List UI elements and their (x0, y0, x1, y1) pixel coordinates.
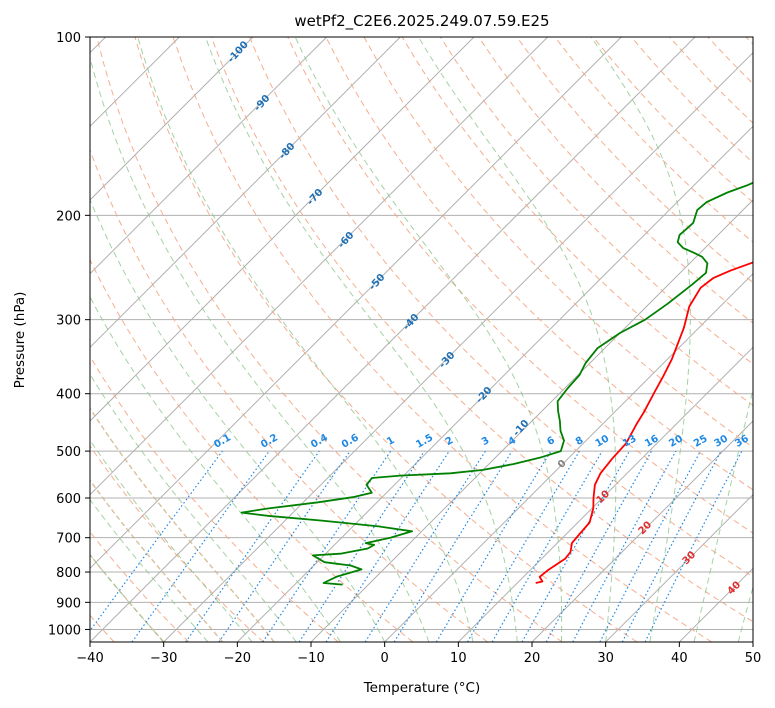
dry-adiabat (210, 37, 753, 623)
moist-adiabat (204, 37, 518, 642)
x-axis-ticks: −40 −30 −20 −10 0 10 20 30 40 50 (76, 642, 761, 666)
x-tick-label: 50 (745, 651, 762, 666)
plot-frame (89, 36, 754, 643)
dry-adiabat (90, 355, 339, 642)
mixing-ratio-line (218, 450, 351, 642)
y-axis-ticks: 100 200 300 400 500 600 700 800 900 1000 (48, 31, 90, 638)
moist-adiabat (90, 554, 165, 642)
x-tick-label: 40 (671, 651, 688, 666)
y-tick-label: 200 (56, 209, 81, 224)
moist-adiabat (90, 498, 209, 642)
mixing-ratio-line (572, 450, 677, 642)
mixing-ratio-label: 3 (480, 435, 492, 448)
isotherm-line (90, 37, 254, 201)
isotherm-line (90, 37, 622, 570)
theta-e-lines (90, 407, 275, 642)
isotherm-line (90, 37, 549, 496)
isotherm-line (236, 125, 753, 642)
mixing-ratio-line (644, 450, 743, 642)
sounding-profiles (240, 181, 753, 586)
dry-adiabat (325, 37, 753, 491)
dry-adiabat (516, 37, 753, 284)
moist-adiabat (294, 37, 563, 642)
mixing-ratio-line (545, 450, 653, 642)
plot-area: -100-90-80-70-60-50-40-30-20-100.1 0.2 0.4… (90, 37, 753, 642)
mixing-ratio-label: 8 (574, 435, 586, 448)
pressure-gridlines (90, 37, 753, 630)
chart-title: wetPf2_C2E6.2025.249.07.59.E25 (294, 12, 549, 31)
dewpoint-profile (240, 181, 753, 586)
dry-adiabat (134, 37, 638, 642)
x-tick-label: −10 (297, 651, 324, 666)
x-tick-label: 20 (524, 651, 541, 666)
y-axis-label: Pressure (hPa) (12, 292, 28, 389)
dry-adiabat (287, 37, 753, 534)
y-tick-label: 900 (56, 596, 81, 611)
y-tick-label: 1000 (48, 623, 81, 638)
isotherm-line (90, 37, 696, 642)
x-tick-label: −40 (76, 651, 103, 666)
x-tick-label: 30 (597, 651, 614, 666)
mixing-ratio-line (131, 450, 270, 642)
y-tick-label: 500 (56, 445, 81, 460)
moist-adiabat (693, 386, 753, 642)
x-tick-label: −20 (224, 651, 251, 666)
mixing-ratio-line (325, 450, 450, 642)
moist-adiabat (90, 198, 386, 642)
isotherm-line (605, 493, 753, 642)
isotherm-line (90, 37, 475, 422)
mixing-ratio-line (393, 450, 513, 642)
y-tick-label: 700 (56, 532, 81, 547)
dry-adiabat (249, 37, 753, 578)
mixing-ratio-label: 4 (507, 435, 519, 448)
y-tick-label: 600 (56, 492, 81, 507)
dry-adiabat (172, 37, 712, 642)
y-tick-label: 800 (56, 566, 81, 581)
moist-adiabat (417, 37, 617, 642)
moist-adiabat (90, 373, 297, 642)
isotherm-line (163, 51, 753, 642)
x-tick-label: 10 (450, 651, 467, 666)
y-tick-label: 300 (56, 314, 81, 329)
dry-adiabats (90, 37, 753, 642)
temperature-profile (535, 261, 753, 584)
moist-adiabat (90, 295, 341, 642)
mixing-ratio-label: 2 (444, 435, 456, 448)
mixing-ratio-line (185, 450, 320, 642)
x-axis-label: Temperature (°C) (363, 680, 481, 696)
mixing-ratio-line (521, 450, 631, 642)
isotherm-line (90, 37, 328, 275)
isotherm-line (457, 346, 753, 642)
dry-adiabat (90, 258, 414, 642)
moist-adiabat (90, 55, 430, 642)
x-tick-label: −30 (150, 651, 177, 666)
isotherm-line (310, 199, 753, 642)
y-tick-label: 100 (56, 31, 81, 46)
mixing-ratio-label: 6 (545, 435, 557, 448)
dry-adiabat (96, 37, 563, 642)
theta-e-line (90, 479, 224, 642)
dry-adiabat (90, 445, 264, 642)
y-tick-label: 400 (56, 388, 81, 403)
moist-adiabat (90, 439, 253, 642)
moist-adiabat (737, 585, 753, 642)
x-tick-label: 0 (381, 651, 389, 666)
mixing-ratio-line (90, 450, 223, 632)
isotherm-line (531, 420, 753, 642)
mixing-ratio-label: 1 (385, 435, 397, 448)
theta-e-line (90, 407, 275, 642)
moist-adiabat (590, 37, 691, 642)
mixing-ratio-line (298, 450, 425, 642)
isotherm-line (384, 272, 753, 642)
